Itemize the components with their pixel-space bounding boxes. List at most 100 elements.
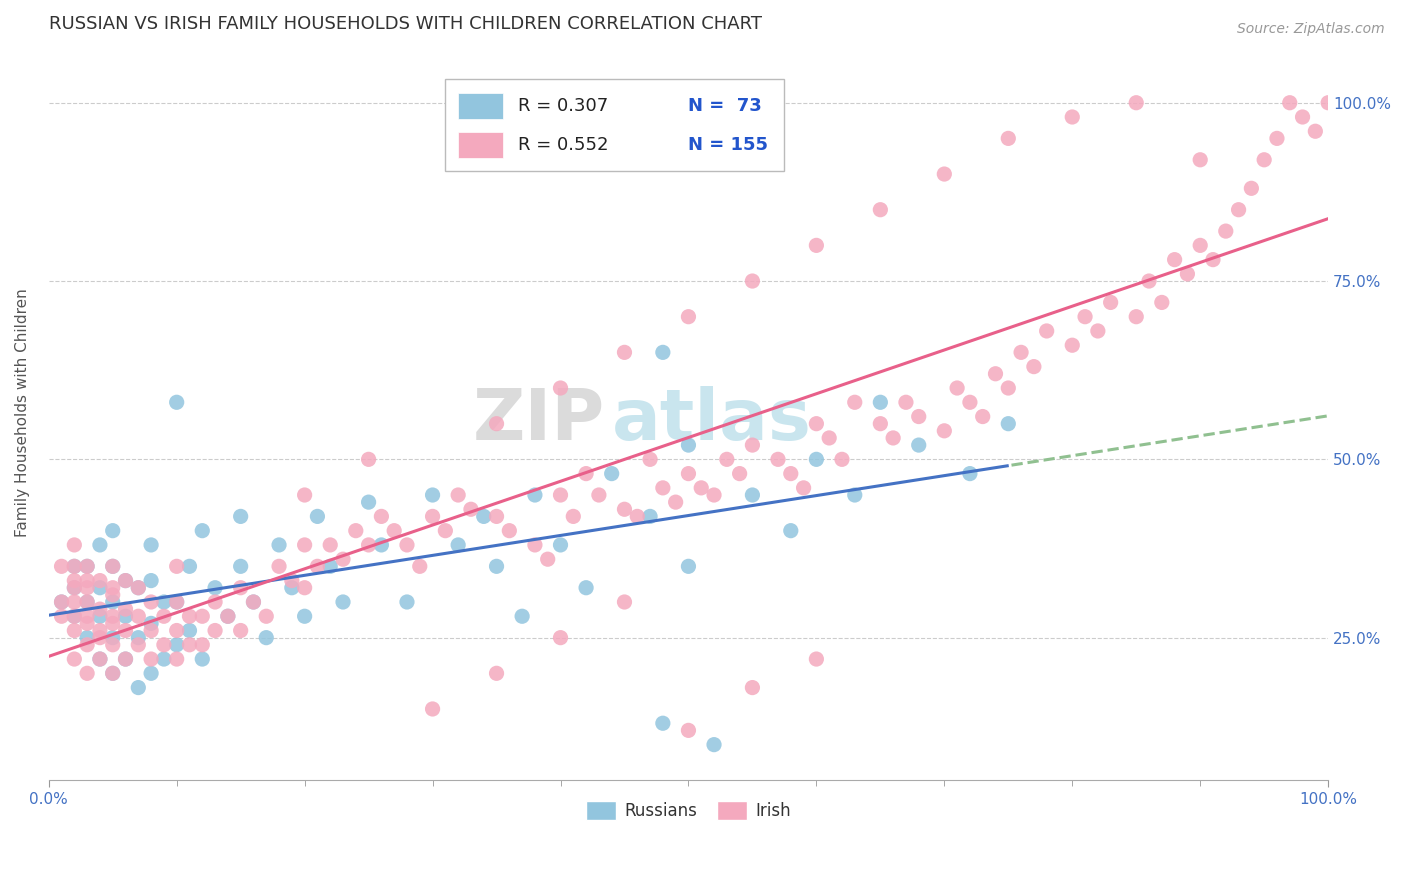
Point [114,609,136,624]
Point [76,616,98,631]
FancyBboxPatch shape [446,78,785,170]
Point [101,609,124,624]
Point [191,638,214,652]
Point [485,417,508,431]
Point [76,609,98,624]
Point [139,652,162,666]
Point [63,652,86,666]
Point [613,345,636,359]
Point [76,638,98,652]
Point [357,495,380,509]
Point [63,595,86,609]
Point [575,581,598,595]
Point [89,538,111,552]
Point [51,595,73,609]
Point [562,509,585,524]
Point [139,666,162,681]
Point [217,609,239,624]
Point [409,559,432,574]
Point [485,509,508,524]
Point [370,538,392,552]
Point [179,559,201,574]
Point [76,581,98,595]
Point [63,624,86,638]
Point [242,595,264,609]
Point [89,602,111,616]
Point [382,524,405,538]
Point [76,595,98,609]
Point [716,452,738,467]
Point [894,395,917,409]
Point [395,538,418,552]
Point [728,467,751,481]
Point [307,509,329,524]
Point [191,609,214,624]
Point [114,652,136,666]
Point [254,631,277,645]
Point [934,167,956,181]
Point [89,652,111,666]
Point [550,538,572,552]
Point [101,524,124,538]
Point [191,652,214,666]
Point [179,624,201,638]
Point [76,595,98,609]
Point [166,652,188,666]
Point [139,595,162,609]
Point [63,609,86,624]
Point [204,624,226,638]
Point [498,524,520,538]
Point [101,588,124,602]
Point [485,666,508,681]
Point [89,652,111,666]
Point [332,552,354,566]
Text: N =  73: N = 73 [689,97,762,115]
Point [294,609,316,624]
Point [651,481,673,495]
Point [114,602,136,616]
Point [1265,131,1288,145]
Point [63,581,86,595]
Point [89,624,111,638]
Point [550,381,572,395]
Point [946,381,969,395]
Point [63,581,86,595]
Point [869,202,891,217]
Point [741,681,763,695]
Point [1099,295,1122,310]
Point [766,452,789,467]
Point [76,559,98,574]
Point [127,609,149,624]
Point [703,488,725,502]
Point [51,609,73,624]
Point [127,581,149,595]
Point [959,467,981,481]
Point [319,538,342,552]
Point [1291,110,1313,124]
Point [997,381,1019,395]
Point [460,502,482,516]
Point [523,538,546,552]
Point [550,631,572,645]
Point [550,488,572,502]
Point [1062,338,1084,352]
Point [1010,345,1032,359]
Point [76,574,98,588]
Point [51,595,73,609]
Point [166,395,188,409]
Y-axis label: Family Households with Children: Family Households with Children [15,289,30,537]
Point [1137,274,1160,288]
Point [217,609,239,624]
Point [101,666,124,681]
Point [472,509,495,524]
Point [806,238,828,252]
Point [1074,310,1097,324]
Point [907,409,929,424]
Point [1163,252,1185,267]
Point [63,559,86,574]
Point [204,595,226,609]
Point [101,559,124,574]
Point [114,574,136,588]
Point [139,574,162,588]
Text: N = 155: N = 155 [689,136,769,154]
